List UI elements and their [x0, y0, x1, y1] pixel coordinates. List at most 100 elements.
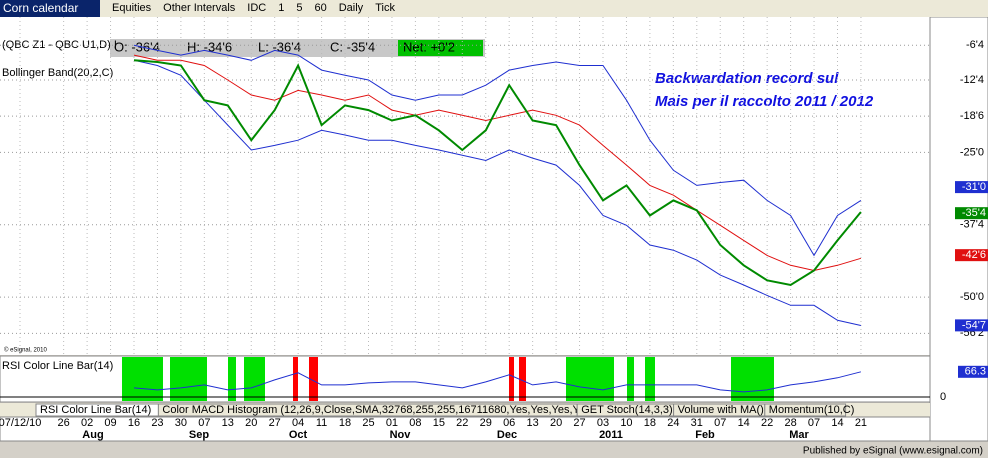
price-marker: [955, 207, 988, 220]
rsi-bar: [170, 357, 207, 401]
tab-label[interactable]: GET Stoch(14,3,3): [581, 404, 673, 416]
price-marker-label: -42'6: [962, 249, 986, 261]
x-tick-label: 27: [573, 417, 585, 429]
x-tick-label: 03: [597, 417, 609, 429]
x-tick-label: 07: [198, 417, 210, 429]
rsi-bar: [519, 357, 526, 401]
x-tick-label: 14: [738, 417, 750, 429]
month-label: Oct: [289, 429, 308, 441]
y-tick-label: -12'4: [960, 74, 984, 86]
month-label: Sep: [189, 429, 209, 441]
tab-label[interactable]: Volume with MA(): [678, 404, 764, 416]
rsi-bars: [122, 357, 774, 401]
x-tick-label: 30: [175, 417, 187, 429]
price-marker: [955, 249, 988, 262]
x-tick-label: 18: [644, 417, 656, 429]
tab-label[interactable]: Momentum(10,C): [769, 404, 855, 416]
x-tick-label: 11: [316, 417, 327, 429]
x-tick-label: 04: [292, 417, 304, 429]
y-tick-label: -37'4: [960, 219, 984, 231]
x-tick-label: 06: [503, 417, 515, 429]
annotation: Mais per il raccolto 2011 / 2012: [655, 93, 874, 110]
x-tick-label: 15: [433, 417, 445, 429]
rsi-bar: [627, 357, 634, 401]
ohlc-open: O: -36'4: [114, 39, 160, 54]
x-tick-label: 18: [339, 417, 351, 429]
series-line: [133, 54, 862, 272]
rsi-bar: [228, 357, 236, 401]
x-tick-label: 24: [667, 417, 679, 429]
y-tick-label: -25'0: [960, 146, 984, 158]
x-tick-label: 20: [550, 417, 562, 429]
ohlc-low: L: -36'4: [258, 39, 301, 54]
x-tick-label: 22: [761, 417, 773, 429]
toolbar-item[interactable]: Equities: [112, 2, 152, 14]
ohlc-box: [110, 39, 485, 57]
x-tick-label: 21: [855, 417, 867, 429]
toolbar-item[interactable]: IDC: [247, 2, 267, 14]
x-tick-label: 31: [691, 417, 703, 429]
rsi-bar: [566, 357, 614, 401]
x-axis: [0, 416, 931, 442]
ohlc-net: Net: +0'2: [403, 39, 455, 54]
chart: (QBC Z1 - QBC U1,D) I O: -36'4 H: -34'6 …: [0, 17, 988, 457]
ohlc-high: H: -34'6: [187, 39, 232, 54]
ohlc-close: C: -35'4: [330, 39, 375, 54]
y-tick-label: -50'0: [960, 291, 984, 303]
month-label: Aug: [82, 429, 103, 441]
rsi-bar: [244, 357, 265, 401]
rsi-line: [133, 371, 862, 393]
x-tick-label: 29: [480, 417, 492, 429]
toolbar-item[interactable]: Other Intervals: [163, 2, 236, 14]
tab[interactable]: [764, 403, 847, 417]
annotation: Backwardation record sul: [655, 70, 839, 87]
month-label: 2011: [599, 429, 623, 441]
series-line: [133, 59, 862, 287]
month-label: Nov: [390, 429, 412, 441]
price-marker-label: -54'7: [962, 319, 986, 331]
x-tick-label: 13: [527, 417, 539, 429]
tab-label[interactable]: Color MACD Histogram (12,26,9,Close,SMA,…: [162, 404, 594, 416]
x-tick-label: 07: [714, 417, 726, 429]
series-line: [133, 59, 862, 326]
rsi-bar: [122, 357, 163, 401]
x-tick-label: 09: [104, 417, 116, 429]
toolbar: Equities Other Intervals IDC 1 5 60 Daily Tick: [100, 0, 988, 17]
symbol: (QBC Z1 - QBC U1,D) I: [2, 39, 117, 51]
month-label: Mar: [789, 429, 809, 441]
x-tick-label: 26: [58, 417, 70, 429]
x-tick-label: 25: [362, 417, 374, 429]
toolbar-item[interactable]: 1: [278, 2, 285, 14]
y-tick-label: -18'6: [960, 110, 984, 122]
x-tick-label: 28: [784, 417, 796, 429]
rsi-bar: [731, 357, 774, 401]
footer: Published by eSignal (www.esignal.com): [803, 446, 983, 457]
rsi-bar: [645, 357, 655, 401]
x-tick-label: 07/12/10: [0, 417, 41, 429]
toolbar-item[interactable]: Tick: [375, 2, 395, 14]
price-marker: [955, 319, 988, 332]
x-tick-label: 08: [409, 417, 421, 429]
rsi-marker-label: 66.3: [965, 366, 986, 378]
toolbar-item[interactable]: Daily: [338, 2, 364, 14]
x-tick-label: 20: [245, 417, 257, 429]
x-tick-label: 22: [456, 417, 468, 429]
toolbar-item[interactable]: 5: [296, 2, 303, 14]
x-tick-label: 01: [386, 417, 398, 429]
x-tick-label: 27: [269, 417, 281, 429]
toolbar-item[interactable]: 60: [314, 2, 327, 14]
month-label: Dec: [497, 429, 517, 441]
tab-label[interactable]: RSI Color Line Bar(14): [40, 404, 151, 416]
rsi-tick-label: 0: [940, 391, 946, 403]
price-marker-label: -35'4: [962, 207, 986, 219]
rsi-marker: [958, 365, 988, 378]
indicator-label: Bollinger Band(20,2,C): [2, 67, 113, 79]
rsi-bar: [293, 357, 298, 401]
y-tick-label: -6'4: [966, 39, 984, 51]
price-marker: [955, 181, 988, 194]
x-tick-label: 14: [831, 417, 843, 429]
x-tick-label: 07: [808, 417, 820, 429]
series-line: [133, 44, 862, 257]
copyright: © eSignal, 2010: [4, 347, 47, 354]
